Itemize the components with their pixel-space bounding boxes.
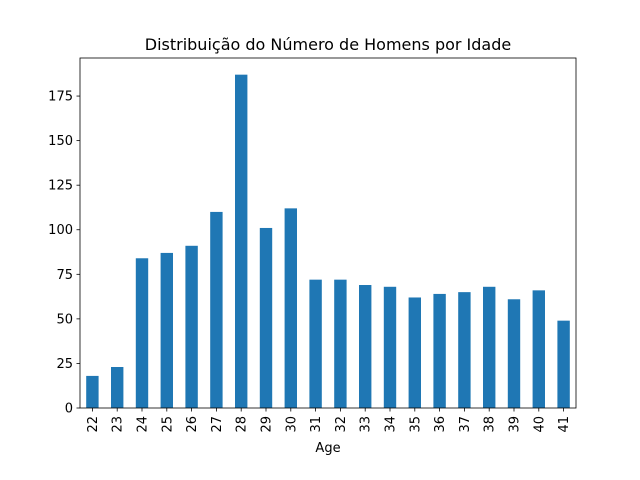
x-tick-label: 26 bbox=[185, 416, 200, 433]
x-tick-label: 28 bbox=[235, 416, 250, 433]
x-tick-label: 22 bbox=[86, 416, 101, 433]
x-tick-label: 36 bbox=[433, 416, 448, 433]
bar-32 bbox=[334, 279, 347, 408]
x-tick-label: 25 bbox=[160, 416, 175, 433]
y-tick-label: 50 bbox=[56, 312, 73, 327]
x-tick-label: 35 bbox=[408, 416, 423, 433]
bar-27 bbox=[210, 211, 223, 408]
bar-36 bbox=[433, 293, 446, 408]
plot-frame bbox=[79, 57, 577, 409]
x-tick-label: 30 bbox=[284, 416, 299, 433]
bar-37 bbox=[458, 292, 471, 408]
bar-23 bbox=[111, 367, 124, 408]
x-tick-label: 31 bbox=[309, 416, 324, 433]
bar-30 bbox=[284, 208, 297, 408]
bar-22 bbox=[86, 375, 99, 408]
x-tick-label: 40 bbox=[532, 416, 547, 433]
x-tick-label: 24 bbox=[136, 416, 151, 433]
bar-25 bbox=[160, 252, 173, 408]
bar-38 bbox=[483, 286, 496, 408]
y-tick-label: 175 bbox=[48, 90, 73, 105]
bars-group bbox=[86, 74, 570, 409]
x-axis: 22 23 24 25 26 27 28 29 30 31 32 33 34 35 36 37 38 39 40 41 bbox=[86, 408, 572, 433]
y-tick-label: 150 bbox=[48, 134, 73, 149]
x-tick-label: 29 bbox=[260, 416, 275, 433]
bar-40 bbox=[532, 290, 545, 408]
bar-31 bbox=[309, 279, 322, 408]
x-tick-label: 38 bbox=[483, 416, 498, 433]
x-tick-label: 32 bbox=[334, 416, 349, 433]
chart-title: Distribuição do Número de Homens por Ida… bbox=[145, 35, 511, 54]
bar-34 bbox=[383, 286, 397, 408]
x-tick-label: 23 bbox=[111, 416, 126, 433]
bar-39 bbox=[507, 299, 521, 408]
x-axis-label: Age bbox=[315, 441, 340, 456]
bar-28 bbox=[235, 74, 248, 409]
x-tick-label: 33 bbox=[359, 416, 374, 433]
bar-29 bbox=[259, 227, 273, 408]
y-tick-label: 100 bbox=[48, 223, 73, 238]
bar-41 bbox=[557, 320, 570, 408]
x-tick-label: 41 bbox=[557, 416, 572, 433]
bar-26 bbox=[185, 245, 198, 408]
y-axis: 0 25 50 75 100 125 150 175 bbox=[48, 90, 80, 417]
x-tick-label: 34 bbox=[384, 416, 399, 433]
y-tick-label: 0 bbox=[65, 402, 73, 417]
x-tick-label: 27 bbox=[210, 416, 225, 433]
y-tick-label: 25 bbox=[56, 357, 73, 372]
y-tick-label: 75 bbox=[56, 268, 73, 283]
bar-24 bbox=[135, 258, 149, 408]
x-tick-label: 37 bbox=[458, 416, 473, 433]
bar-33 bbox=[359, 285, 372, 408]
bar-35 bbox=[408, 297, 421, 408]
y-tick-label: 125 bbox=[48, 179, 73, 194]
x-tick-label: 39 bbox=[508, 416, 523, 433]
